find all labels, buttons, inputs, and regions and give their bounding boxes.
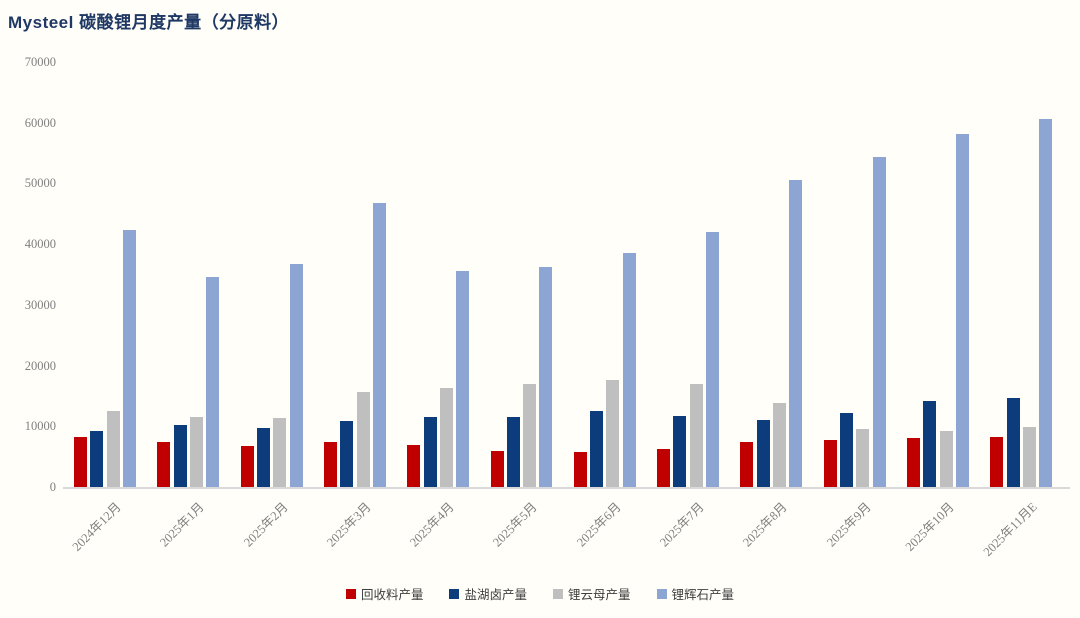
bar xyxy=(456,270,470,487)
x-axis-tick-label: 2025年6月 xyxy=(573,499,624,550)
bar xyxy=(423,417,437,487)
bar xyxy=(1039,119,1053,487)
bar xyxy=(407,445,421,487)
legend-label: 锂云母产量 xyxy=(568,588,631,602)
bar xyxy=(106,411,120,487)
bar xyxy=(122,229,136,487)
bar xyxy=(673,416,687,487)
bar xyxy=(323,442,337,487)
bar xyxy=(823,440,837,487)
x-axis-tick-label: 2025年11月E xyxy=(980,499,1040,559)
x-axis-tick-label: 2024年12月 xyxy=(69,499,124,554)
legend-swatch xyxy=(553,588,563,599)
bar xyxy=(372,202,386,487)
bar xyxy=(657,448,671,487)
x-axis-tick-label: 2025年9月 xyxy=(823,499,874,550)
bar xyxy=(340,421,354,487)
bar xyxy=(872,157,886,487)
bar xyxy=(856,428,870,487)
x-axis-tick-label: 2025年10月 xyxy=(902,499,957,554)
bar xyxy=(539,267,553,487)
bar xyxy=(689,383,703,487)
bar xyxy=(840,412,853,487)
bar xyxy=(1006,398,1020,487)
bar xyxy=(590,411,604,487)
legend-label: 回收料产量 xyxy=(360,588,424,602)
bar xyxy=(955,133,969,487)
bar xyxy=(523,384,537,487)
bar xyxy=(789,180,803,487)
legend-item: 锂辉石产量 xyxy=(656,584,735,603)
y-axis-tick-label: 10000 xyxy=(24,419,56,434)
x-axis-tick-label: 2025年4月 xyxy=(407,499,457,550)
chart-title: Mysteel 碳酸锂月度产量（分原料） xyxy=(8,13,290,32)
plot-area xyxy=(63,62,1070,489)
x-axis-tick-label: 2025年1月 xyxy=(157,499,207,550)
bar xyxy=(990,437,1004,487)
bar xyxy=(206,276,220,487)
x-axis-tick-label: 2025年3月 xyxy=(323,499,374,550)
bar xyxy=(189,416,203,487)
y-axis-tick-label: 50000 xyxy=(24,176,56,191)
y-axis-tick-label: 0 xyxy=(49,480,56,494)
x-axis-tick-label: 2025年8月 xyxy=(740,499,791,550)
bar xyxy=(289,263,303,487)
bar xyxy=(756,419,770,487)
y-axis-tick-label: 40000 xyxy=(24,237,56,252)
legend-label: 盐湖卤产量 xyxy=(464,588,527,602)
bar xyxy=(740,442,754,487)
bar xyxy=(706,232,719,487)
bar xyxy=(606,379,620,487)
y-axis-tick-label: 20000 xyxy=(24,358,56,373)
bar xyxy=(439,388,453,487)
bar xyxy=(773,402,786,487)
bar xyxy=(273,418,287,487)
y-axis-tick-label: 70000 xyxy=(24,55,56,69)
legend-item: 回收料产量 xyxy=(345,584,424,603)
bar xyxy=(157,442,171,487)
bar xyxy=(256,428,270,487)
legend-label: 锂辉石产量 xyxy=(671,588,735,602)
bar xyxy=(356,392,370,487)
x-axis-tick-label: 2025年7月 xyxy=(657,499,707,550)
x-axis-tick-label: 2025年5月 xyxy=(490,499,541,550)
legend-swatch xyxy=(656,588,667,599)
bar xyxy=(1022,426,1036,487)
x-axis-line xyxy=(63,487,1070,489)
x-axis-tick-label: 2025年2月 xyxy=(240,499,291,550)
bar xyxy=(939,431,953,487)
y-axis-tick-label: 30000 xyxy=(24,297,56,312)
bar xyxy=(923,400,937,487)
legend-swatch xyxy=(345,588,356,599)
bar xyxy=(490,450,504,487)
bar xyxy=(74,437,87,487)
bar xyxy=(90,431,104,487)
legend-item: 盐湖卤产量 xyxy=(449,584,527,603)
bar xyxy=(240,446,254,487)
legend-item: 锂云母产量 xyxy=(553,584,631,603)
y-axis-tick-label: 60000 xyxy=(24,115,56,130)
bar xyxy=(506,416,520,487)
bar xyxy=(173,424,187,487)
bar xyxy=(907,438,920,487)
bar xyxy=(573,452,587,487)
bar xyxy=(622,253,636,487)
legend: 回收料产量 盐湖卤产量 锂云母产量 锂辉石产量 xyxy=(0,584,1080,603)
legend-swatch xyxy=(449,588,460,599)
